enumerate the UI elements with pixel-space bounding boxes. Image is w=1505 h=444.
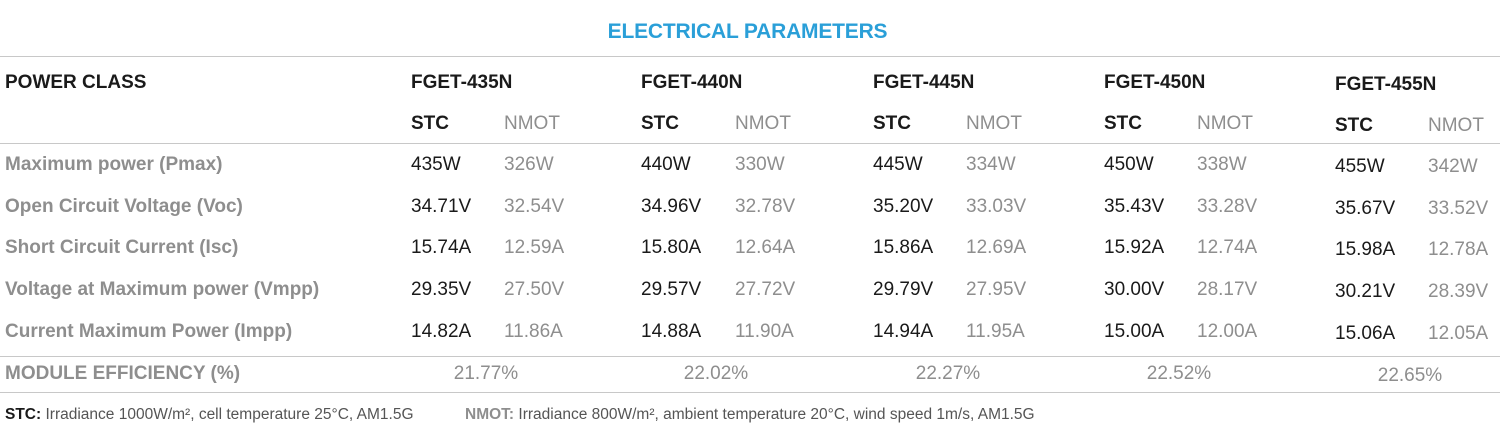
table-cell-nmot: 11.90A — [735, 321, 794, 342]
footnote-stc-text: Irradiance 1000W/m², cell temperature 25… — [41, 406, 414, 423]
divider-bottom — [0, 392, 1500, 393]
table-cell-nmot: 326W — [504, 154, 554, 175]
table-cell-stc: 450W — [1104, 154, 1154, 175]
nmot-header: NMOT — [735, 113, 791, 134]
stc-header: STC — [1104, 113, 1142, 134]
table-cell-nmot: 12.59A — [504, 237, 565, 258]
efficiency-label: MODULE EFFICIENCY (%) — [5, 363, 241, 384]
table-cell-nmot: 33.52V — [1428, 198, 1489, 219]
table-cell-nmot: 27.72V — [735, 279, 796, 300]
efficiency-value: 21.77% — [453, 363, 519, 384]
row-label-impp: Current Maximum Power (Impp) — [5, 321, 293, 342]
table-cell-stc: 15.74A — [411, 237, 472, 258]
table-cell-nmot: 32.54V — [504, 196, 565, 217]
divider-header — [0, 143, 1500, 144]
table-cell-nmot: 12.64A — [735, 237, 796, 258]
table-cell-stc: 435W — [411, 154, 461, 175]
stc-header: STC — [641, 113, 679, 134]
table-cell-nmot: 27.50V — [504, 279, 565, 300]
divider-efficiency — [0, 356, 1500, 357]
table-cell-nmot: 11.95A — [966, 321, 1025, 342]
table-cell-stc: 34.71V — [411, 196, 472, 217]
table-cell-stc: 15.86A — [873, 237, 934, 258]
table-cell-stc: 445W — [873, 154, 923, 175]
efficiency-value: 22.27% — [915, 363, 981, 384]
table-cell-stc: 455W — [1335, 156, 1385, 177]
efficiency-value: 22.52% — [1146, 363, 1212, 384]
table-cell-stc: 35.20V — [873, 196, 934, 217]
table-cell-nmot: 12.74A — [1197, 237, 1258, 258]
table-cell-nmot: 33.03V — [966, 196, 1027, 217]
table-cell-nmot: 342W — [1428, 156, 1478, 177]
nmot-header: NMOT — [966, 113, 1022, 134]
table-cell-nmot: 12.69A — [966, 237, 1027, 258]
table-cell-stc: 35.43V — [1104, 196, 1165, 217]
table-cell-nmot: 32.78V — [735, 196, 796, 217]
table-cell-stc: 29.79V — [873, 279, 934, 300]
table-cell-stc: 14.88A — [641, 321, 702, 342]
nmot-header: NMOT — [1428, 115, 1484, 136]
table-cell-stc: 15.98A — [1335, 239, 1396, 260]
table-cell-nmot: 28.39V — [1428, 281, 1489, 302]
table-cell-stc: 35.67V — [1335, 198, 1396, 219]
power-class-label: POWER CLASS — [5, 72, 147, 93]
table-cell-stc: 14.94A — [873, 321, 934, 342]
footnote-nmot: NMOT: Irradiance 800W/m², ambient temper… — [465, 405, 1035, 425]
table-cell-stc: 14.82A — [411, 321, 472, 342]
row-label-isc: Short Circuit Current (Isc) — [5, 237, 239, 258]
table-cell-stc: 15.00A — [1104, 321, 1165, 342]
divider-top — [0, 56, 1500, 57]
table-cell-nmot: 12.05A — [1428, 323, 1489, 344]
model-header: FGET-435N — [411, 72, 513, 93]
nmot-header: NMOT — [504, 113, 560, 134]
table-cell-stc: 30.00V — [1104, 279, 1165, 300]
table-cell-stc: 15.06A — [1335, 323, 1396, 344]
table-cell-stc: 30.21V — [1335, 281, 1396, 302]
footnote-nmot-key: NMOT: — [465, 406, 515, 423]
row-label-vmpp: Voltage at Maximum power (Vmpp) — [5, 279, 320, 300]
model-header: FGET-445N — [873, 72, 975, 93]
table-cell-nmot: 338W — [1197, 154, 1247, 175]
efficiency-value: 22.65% — [1377, 365, 1443, 386]
stc-header: STC — [411, 113, 449, 134]
table-cell-nmot: 28.17V — [1197, 279, 1258, 300]
efficiency-value: 22.02% — [683, 363, 749, 384]
table-cell-nmot: 334W — [966, 154, 1016, 175]
page-title: ELECTRICAL PARAMETERS — [607, 20, 888, 43]
nmot-header: NMOT — [1197, 113, 1253, 134]
footnote-stc-key: STC: — [5, 406, 42, 423]
row-label-voc: Open Circuit Voltage (Voc) — [5, 196, 243, 217]
table-cell-stc: 34.96V — [641, 196, 702, 217]
table-cell-stc: 29.35V — [411, 279, 472, 300]
table-cell-stc: 15.92A — [1104, 237, 1165, 258]
table-cell-nmot: 12.00A — [1197, 321, 1258, 342]
footnote-nmot-text: Irradiance 800W/m², ambient temperature … — [514, 406, 1035, 423]
table-cell-nmot: 330W — [735, 154, 785, 175]
model-header: FGET-450N — [1104, 72, 1206, 93]
model-header: FGET-455N — [1335, 74, 1437, 95]
table-cell-nmot: 33.28V — [1197, 196, 1258, 217]
row-label-pmax: Maximum power (Pmax) — [5, 154, 223, 175]
table-cell-nmot: 27.95V — [966, 279, 1027, 300]
table-cell-stc: 29.57V — [641, 279, 702, 300]
stc-header: STC — [873, 113, 911, 134]
footnote-stc: STC: Irradiance 1000W/m², cell temperatu… — [5, 405, 414, 425]
table-cell-stc: 440W — [641, 154, 691, 175]
stc-header: STC — [1335, 115, 1373, 136]
model-header: FGET-440N — [641, 72, 743, 93]
table-cell-stc: 15.80A — [641, 237, 702, 258]
table-cell-nmot: 11.86A — [504, 321, 563, 342]
table-cell-nmot: 12.78A — [1428, 239, 1489, 260]
